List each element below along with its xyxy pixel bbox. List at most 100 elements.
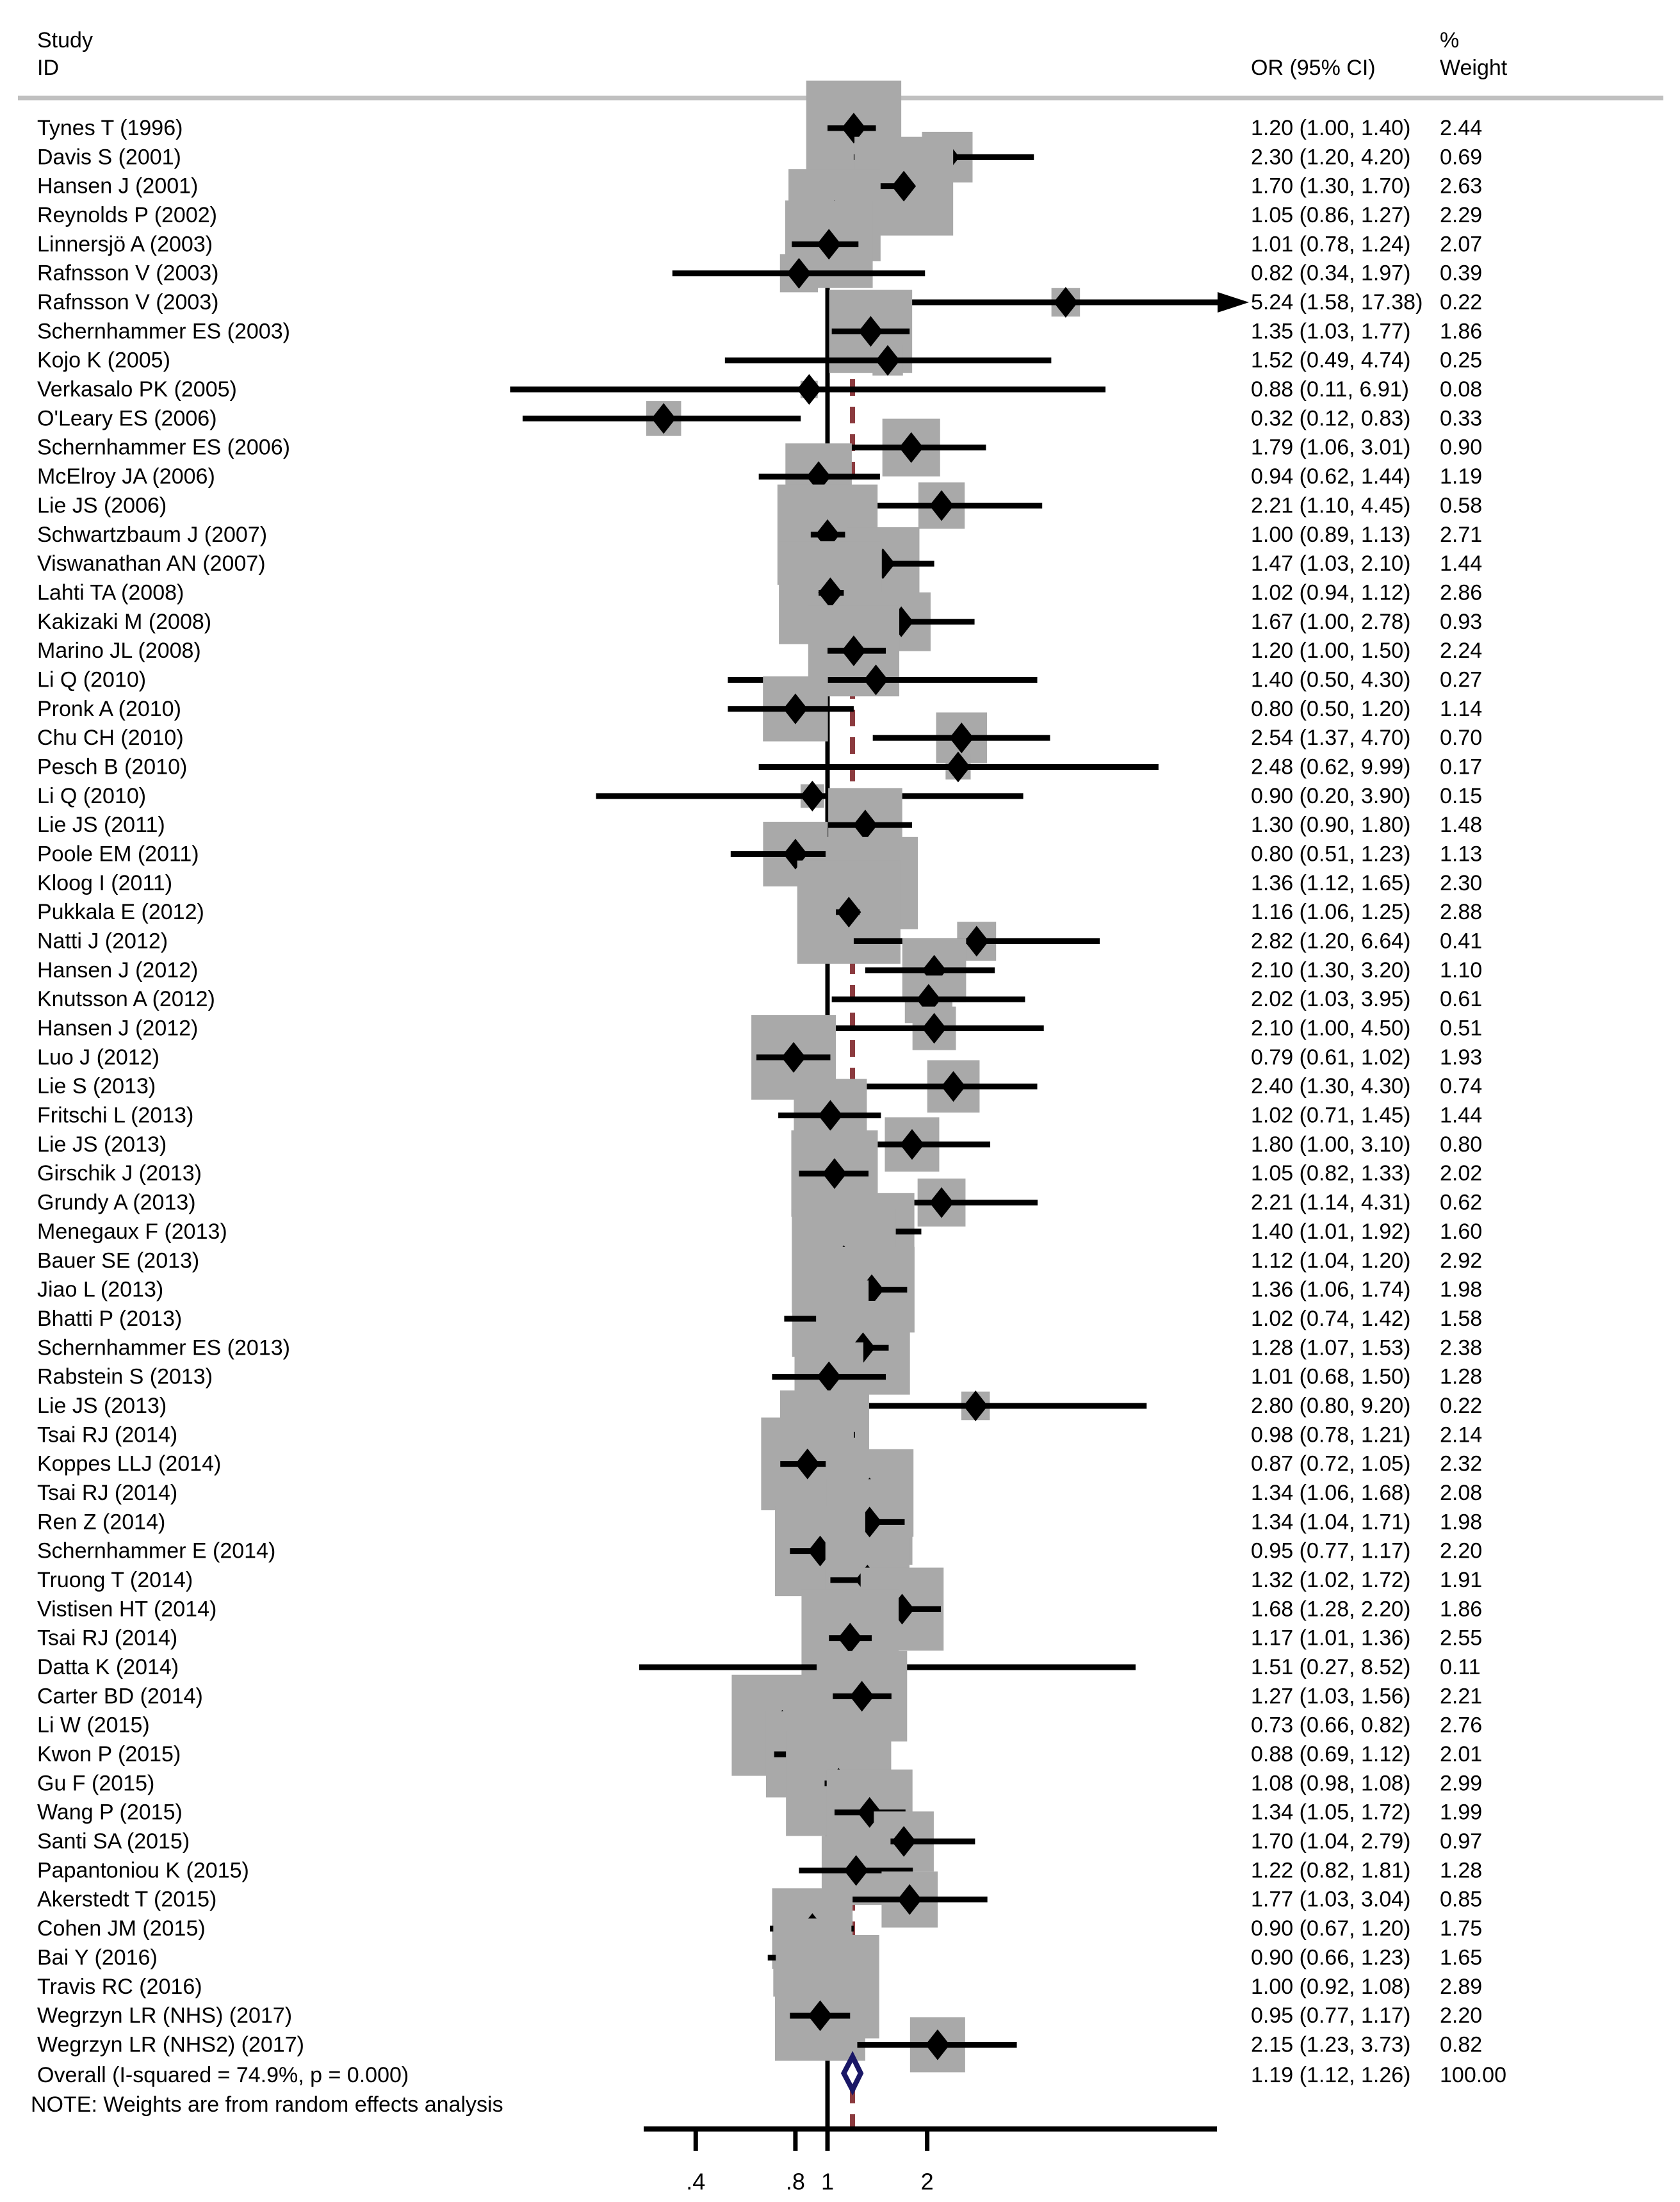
weight-value: 0.15: [1440, 784, 1482, 808]
weight-value: 2.88: [1440, 900, 1482, 924]
or-value: 2.82 (1.20, 6.64): [1251, 929, 1411, 954]
weight-value: 1.65: [1440, 1945, 1482, 1970]
study-label: Kloog I (2011): [37, 871, 172, 895]
weight-value: 1.91: [1440, 1568, 1482, 1592]
point-marker: [963, 1390, 988, 1421]
or-value: 1.02 (0.71, 1.45): [1251, 1104, 1411, 1128]
study-row: Rafnsson V (2003) 0.82 (0.34, 1.97) 0.39: [37, 254, 1482, 293]
or-value: 1.68 (1.28, 2.20): [1251, 1597, 1411, 1621]
overall-weight-value: 100.00: [1440, 2063, 1506, 2087]
ci-arrowhead: [1218, 292, 1249, 313]
or-value: 1.47 (1.03, 2.10): [1251, 551, 1411, 576]
study-row: Wegrzyn LR (NHS) (2017) 0.95 (0.77, 1.17)…: [37, 1970, 1482, 2061]
study-row: O'Leary ES (2006) 0.32 (0.12, 0.83) 0.33: [37, 401, 1482, 436]
or-value: 1.77 (1.03, 3.04): [1251, 1888, 1411, 1912]
point-marker: [899, 432, 924, 463]
weight-value: 1.58: [1440, 1307, 1482, 1331]
study-label: Chu CH (2010): [37, 726, 184, 750]
study-row: Viswanathan AN (2007) 1.47 (1.03, 2.10) 1.…: [37, 527, 1482, 601]
study-row: Fritschi L (2013) 1.02 (0.71, 1.45) 1.44: [37, 1079, 1482, 1152]
weight-value: 0.22: [1440, 1394, 1482, 1418]
or-value: 2.40 (1.30, 4.30): [1251, 1074, 1411, 1098]
point-marker: [922, 1013, 947, 1044]
study-label: Rafnsson V (2003): [37, 261, 219, 286]
or-value: 1.30 (0.90, 1.80): [1251, 813, 1411, 837]
or-value: 1.34 (1.04, 1.71): [1251, 1510, 1411, 1534]
or-value: 1.36 (1.06, 1.74): [1251, 1278, 1411, 1302]
study-label: Gu F (2015): [37, 1771, 154, 1795]
point-marker: [841, 113, 866, 143]
or-value: 1.32 (1.02, 1.72): [1251, 1568, 1411, 1592]
weight-value: 2.20: [1440, 2003, 1482, 2028]
study-row: Akerstedt T (2015) 1.77 (1.03, 3.04) 0.85: [37, 1871, 1482, 1928]
weight-value: 2.20: [1440, 1539, 1482, 1563]
weight-value: 1.44: [1440, 551, 1482, 576]
or-value: 0.88 (0.69, 1.12): [1251, 1742, 1411, 1766]
study-row: Natti J (2012) 2.82 (1.20, 6.64) 0.41: [37, 922, 1482, 961]
weight-value: 1.19: [1440, 464, 1482, 489]
point-marker: [844, 1855, 869, 1886]
study-label: Li Q (2010): [37, 667, 146, 692]
study-row: Li Q (2010) 1.40 (0.50, 4.30) 0.27: [37, 664, 1482, 696]
weight-value: 0.58: [1440, 493, 1482, 518]
study-row: Grundy A (2013) 2.21 (1.14, 4.31) 0.62: [37, 1178, 1482, 1227]
point-marker: [836, 897, 861, 928]
or-value: 0.79 (0.61, 1.02): [1251, 1045, 1411, 1070]
study-label: Li W (2015): [37, 1713, 150, 1738]
weight-value: 1.86: [1440, 319, 1482, 343]
weight-value: 0.39: [1440, 261, 1482, 286]
study-label: Viswanathan AN (2007): [37, 551, 266, 576]
or-value: 2.15 (1.23, 3.73): [1251, 2032, 1411, 2057]
weight-value: 0.27: [1440, 667, 1482, 692]
study-label: Hansen J (2001): [37, 174, 198, 199]
weight-value: 0.61: [1440, 987, 1482, 1011]
weight-value: 1.99: [1440, 1800, 1482, 1825]
study-label: Lie JS (2013): [37, 1394, 167, 1418]
or-value: 2.10 (1.00, 4.50): [1251, 1016, 1411, 1041]
point-marker: [852, 810, 877, 841]
study-label: Hansen J (2012): [37, 1016, 198, 1041]
study-label: Ren Z (2014): [37, 1510, 165, 1534]
point-marker: [817, 229, 842, 260]
study-label: Lie JS (2006): [37, 493, 167, 518]
point-marker: [941, 1071, 966, 1102]
or-value: 1.22 (0.82, 1.81): [1251, 1858, 1411, 1882]
or-value: 1.40 (0.50, 4.30): [1251, 667, 1411, 692]
point-marker: [858, 316, 883, 347]
weight-value: 2.44: [1440, 116, 1482, 140]
point-marker: [892, 170, 917, 202]
study-row: Verkasalo PK (2005) 0.88 (0.11, 6.91) 0.08: [37, 374, 1482, 405]
or-value: 0.90 (0.67, 1.20): [1251, 1916, 1411, 1941]
point-marker: [964, 926, 989, 957]
point-marker: [787, 257, 811, 289]
or-value: 0.87 (0.72, 1.05): [1251, 1452, 1411, 1476]
study-label: Wegrzyn LR (NHS) (2017): [37, 2003, 292, 2028]
weight-value: 1.75: [1440, 1916, 1482, 1941]
study-row: Pesch B (2010) 2.48 (0.62, 9.99) 0.17: [37, 751, 1482, 783]
study-label: Bai Y (2016): [37, 1945, 158, 1970]
weight-value: 0.85: [1440, 1888, 1482, 1912]
study-label: O'Leary ES (2006): [37, 406, 217, 430]
point-marker: [945, 751, 970, 783]
or-value: 0.94 (0.62, 1.44): [1251, 464, 1411, 489]
weight-value: 0.80: [1440, 1132, 1482, 1157]
weight-value: 2.21: [1440, 1684, 1482, 1708]
study-row: Lie JS (2013) 2.80 (0.80, 9.20) 0.22: [37, 1390, 1482, 1421]
study-label: Papantoniou K (2015): [37, 1858, 249, 1882]
or-value: 5.24 (1.58, 17.38): [1251, 290, 1423, 314]
weight-value: 2.55: [1440, 1626, 1482, 1651]
study-label: Schwartzbaum J (2007): [37, 523, 267, 547]
study-label: Linnersjö A (2003): [37, 232, 213, 256]
random-effects-note: NOTE: Weights are from random effects an…: [31, 2092, 503, 2117]
or-value: 1.05 (0.86, 1.27): [1251, 203, 1411, 227]
weight-value: 0.41: [1440, 929, 1482, 954]
study-label: Vistisen HT (2014): [37, 1597, 216, 1621]
study-label: Jiao L (2013): [37, 1278, 163, 1302]
or-value: 0.98 (0.78, 1.21): [1251, 1423, 1411, 1447]
study-label: Schernhammer ES (2013): [37, 1335, 290, 1360]
or-value: 1.34 (1.05, 1.72): [1251, 1800, 1411, 1825]
study-label: Li Q (2010): [37, 784, 146, 808]
point-marker: [818, 577, 843, 608]
